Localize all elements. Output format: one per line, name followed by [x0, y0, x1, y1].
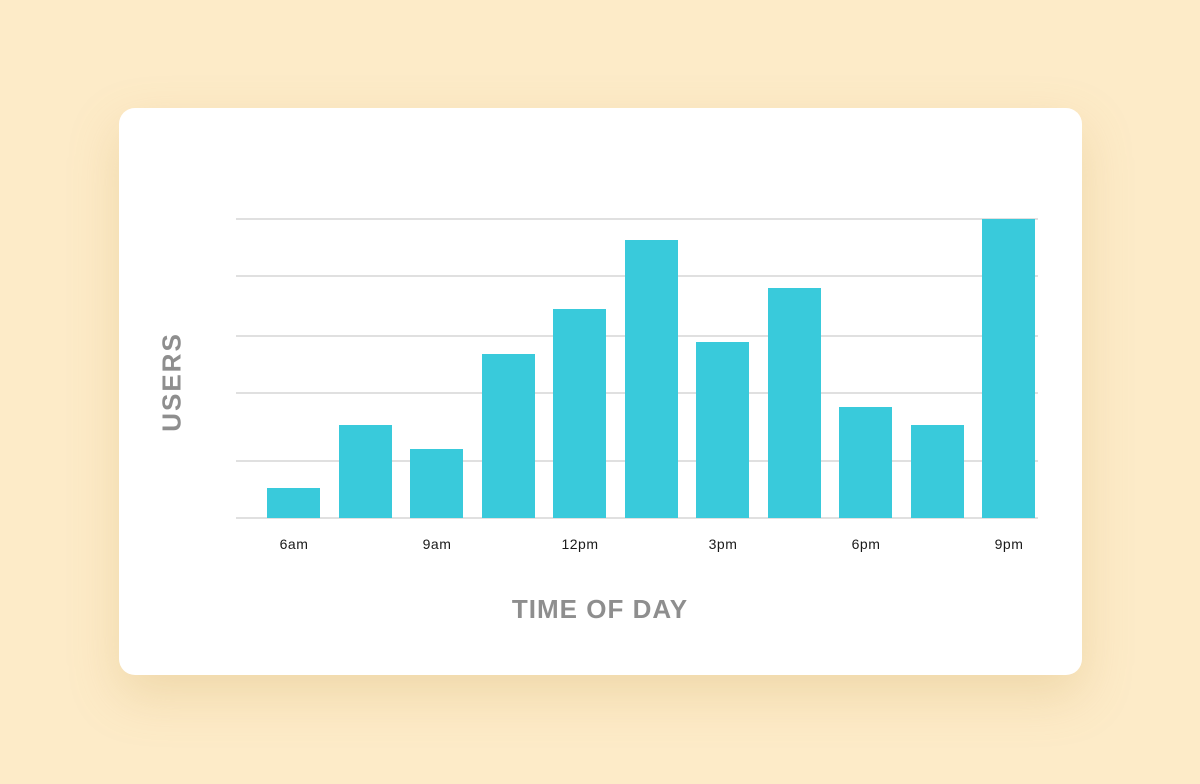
x-axis-title: TIME OF DAY: [511, 594, 689, 624]
bar-6am: [267, 488, 320, 518]
bar-730am: [339, 425, 392, 518]
bar-6pm: [839, 407, 892, 518]
bar-9pm: [982, 219, 1035, 518]
bar-430pm: [768, 288, 821, 518]
bar-12pm: [553, 309, 606, 518]
bar-130pm: [625, 240, 678, 518]
bar-9am: [410, 449, 463, 518]
y-axis-title: USERS: [156, 332, 187, 432]
bar-730pm: [911, 425, 964, 518]
bar-1030am: [482, 354, 535, 518]
bar-3pm: [696, 342, 749, 518]
